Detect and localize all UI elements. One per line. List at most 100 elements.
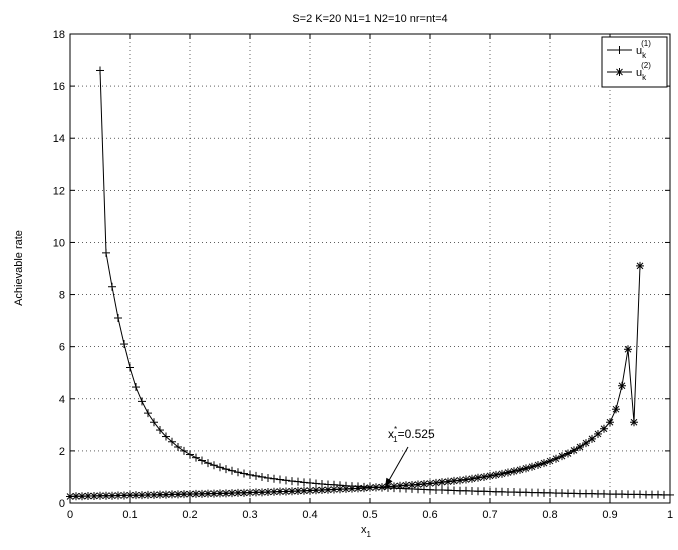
data-point-asterisk — [438, 478, 446, 487]
data-point-plus — [96, 66, 104, 75]
data-point-asterisk — [594, 429, 602, 438]
data-point-asterisk — [522, 464, 530, 473]
data-point-plus — [108, 282, 116, 291]
data-point-asterisk — [408, 481, 416, 490]
x-tick-label: 0 — [67, 509, 73, 521]
data-point-plus — [180, 446, 188, 455]
data-point-plus — [264, 473, 272, 482]
data-point-asterisk — [444, 477, 452, 486]
annotation: x* 1=0.525 — [384, 425, 435, 488]
legend: uk(1) uk(2) — [601, 36, 668, 88]
data-point-asterisk — [612, 405, 620, 414]
data-point-asterisk — [360, 484, 368, 493]
data-point-asterisk — [474, 473, 482, 482]
y-axis-label: Achievable rate — [13, 230, 25, 306]
data-point-asterisk — [420, 479, 428, 488]
data-point-plus — [162, 432, 170, 441]
data-point-plus — [186, 450, 194, 459]
legend-box — [601, 36, 668, 88]
x-tick-label: 0.2 — [182, 509, 197, 521]
data-point-plus — [132, 383, 140, 392]
y-tick-label: 0 — [59, 498, 65, 510]
data-point-asterisk — [120, 491, 128, 500]
data-point-asterisk — [276, 487, 284, 496]
data-point-asterisk — [468, 474, 476, 483]
legend-label-2-sup: (2) — [641, 61, 651, 70]
data-point-asterisk — [558, 452, 566, 461]
data-point-plus — [234, 468, 242, 477]
data-point-plus — [300, 478, 308, 487]
chart-title: S=2 K=20 N1=1 N2=10 nr=nt=4 — [292, 13, 447, 25]
legend-marker-1 — [615, 46, 624, 54]
data-point-asterisk — [576, 442, 584, 451]
data-point-asterisk — [258, 488, 266, 497]
data-point-plus — [246, 470, 254, 479]
y-tick-label: 18 — [53, 29, 65, 41]
series-1 — [96, 66, 674, 499]
x-axis-label-main: x — [361, 524, 367, 536]
x-tick-label: 0.7 — [482, 509, 497, 521]
data-point-asterisk — [504, 468, 512, 477]
data-point-asterisk — [516, 465, 524, 474]
legend-entry-1: uk (1) — [607, 39, 651, 60]
data-point-asterisk — [84, 491, 92, 500]
axis-ticks: 0 0.1 0.2 0.3 0.4 0.5 0.6 0.7 0.8 0.9 102468101214… — [53, 29, 673, 521]
data-point-plus — [210, 461, 218, 470]
annotation-label-sup: * — [394, 425, 397, 434]
y-tick-label: 10 — [53, 237, 65, 249]
grid-lines — [70, 34, 670, 503]
y-tick-label: 12 — [53, 185, 65, 197]
data-point-plus — [102, 248, 110, 257]
data-point-plus — [138, 397, 146, 406]
data-point-plus — [306, 478, 314, 487]
data-point-asterisk — [450, 476, 458, 485]
data-point-asterisk — [636, 261, 644, 270]
x-tick-label: 0.5 — [362, 509, 377, 521]
data-point-asterisk — [552, 454, 560, 463]
data-point-asterisk — [498, 469, 506, 478]
data-point-asterisk — [564, 449, 572, 458]
data-point-asterisk — [618, 381, 626, 390]
data-point-plus — [240, 469, 248, 478]
data-point-asterisk — [600, 424, 608, 433]
data-point-plus — [120, 340, 128, 349]
legend-label-1-main: u — [636, 45, 642, 57]
data-point-plus — [270, 474, 278, 483]
data-point-asterisk — [228, 489, 236, 498]
data-point-plus — [150, 418, 158, 427]
annotation-label-rest: =0.525 — [398, 427, 435, 441]
data-point-plus — [144, 409, 152, 418]
data-point-asterisk — [270, 487, 278, 496]
data-point-plus — [156, 426, 164, 435]
data-point-plus — [204, 459, 212, 468]
data-point-plus — [216, 463, 224, 472]
data-point-plus — [114, 314, 122, 323]
data-point-asterisk — [366, 483, 374, 492]
data-point-asterisk — [582, 439, 590, 448]
x-tick-label: 0.9 — [602, 509, 617, 521]
x-axis-label: x1 — [361, 524, 372, 539]
y-tick-label: 4 — [59, 394, 65, 406]
data-point-plus — [126, 363, 134, 372]
data-point-asterisk — [540, 459, 548, 468]
annotation-label-main: x — [388, 427, 394, 441]
data-point-plus — [192, 453, 200, 462]
x-tick-label: 0.6 — [422, 509, 437, 521]
data-point-asterisk — [486, 471, 494, 480]
x-tick-label: 0.4 — [302, 509, 317, 521]
data-point-plus — [288, 477, 296, 486]
data-point-asterisk — [462, 475, 470, 484]
data-point-asterisk — [630, 418, 638, 427]
data-point-asterisk — [528, 462, 536, 471]
legend-label-1: uk (1) — [636, 39, 651, 60]
data-point-asterisk — [330, 485, 338, 494]
series-2 — [66, 261, 644, 501]
data-point-asterisk — [168, 490, 176, 499]
y-tick-label: 16 — [53, 81, 65, 93]
data-point-asterisk — [588, 434, 596, 443]
data-point-asterisk — [414, 480, 422, 489]
x-axis-label-sub: 1 — [367, 530, 372, 539]
annotation-arrow-head — [385, 477, 393, 488]
data-point-asterisk — [390, 482, 398, 491]
